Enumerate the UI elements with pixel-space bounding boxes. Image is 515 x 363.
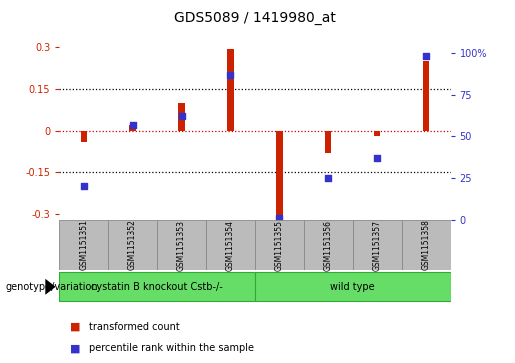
Bar bbox=[402, 220, 451, 270]
Bar bbox=[374, 131, 381, 136]
Bar bbox=[304, 220, 353, 270]
Text: wild type: wild type bbox=[331, 282, 375, 292]
Text: ■: ■ bbox=[70, 343, 80, 354]
Text: transformed count: transformed count bbox=[89, 322, 180, 332]
Text: GSM1151354: GSM1151354 bbox=[226, 220, 235, 270]
Text: GDS5089 / 1419980_at: GDS5089 / 1419980_at bbox=[174, 11, 336, 25]
Text: GSM1151353: GSM1151353 bbox=[177, 220, 186, 270]
Bar bbox=[276, 131, 283, 216]
Bar bbox=[206, 220, 255, 270]
Point bbox=[373, 155, 381, 161]
Point bbox=[128, 122, 136, 127]
Text: GSM1151358: GSM1151358 bbox=[422, 220, 431, 270]
Bar bbox=[80, 131, 87, 142]
Bar bbox=[129, 125, 136, 131]
Bar bbox=[227, 49, 234, 131]
Bar bbox=[59, 272, 255, 301]
Text: GSM1151352: GSM1151352 bbox=[128, 220, 137, 270]
Text: ■: ■ bbox=[70, 322, 80, 332]
Point bbox=[177, 113, 185, 119]
Text: cystatin B knockout Cstb-/-: cystatin B knockout Cstb-/- bbox=[91, 282, 223, 292]
Bar bbox=[178, 103, 185, 131]
Point bbox=[422, 53, 430, 59]
Bar bbox=[255, 272, 451, 301]
Point bbox=[79, 183, 88, 189]
Bar bbox=[325, 131, 332, 153]
Text: GSM1151355: GSM1151355 bbox=[275, 220, 284, 270]
Point bbox=[226, 72, 234, 77]
Text: percentile rank within the sample: percentile rank within the sample bbox=[89, 343, 254, 354]
Bar bbox=[423, 61, 430, 131]
Bar bbox=[157, 220, 206, 270]
Bar bbox=[255, 220, 304, 270]
Text: genotype/variation: genotype/variation bbox=[5, 282, 98, 292]
Point bbox=[275, 215, 283, 221]
Text: GSM1151356: GSM1151356 bbox=[324, 220, 333, 270]
Bar bbox=[59, 220, 108, 270]
Text: GSM1151357: GSM1151357 bbox=[373, 220, 382, 270]
Point bbox=[324, 175, 333, 181]
Text: GSM1151351: GSM1151351 bbox=[79, 220, 88, 270]
Bar bbox=[108, 220, 157, 270]
Bar bbox=[353, 220, 402, 270]
